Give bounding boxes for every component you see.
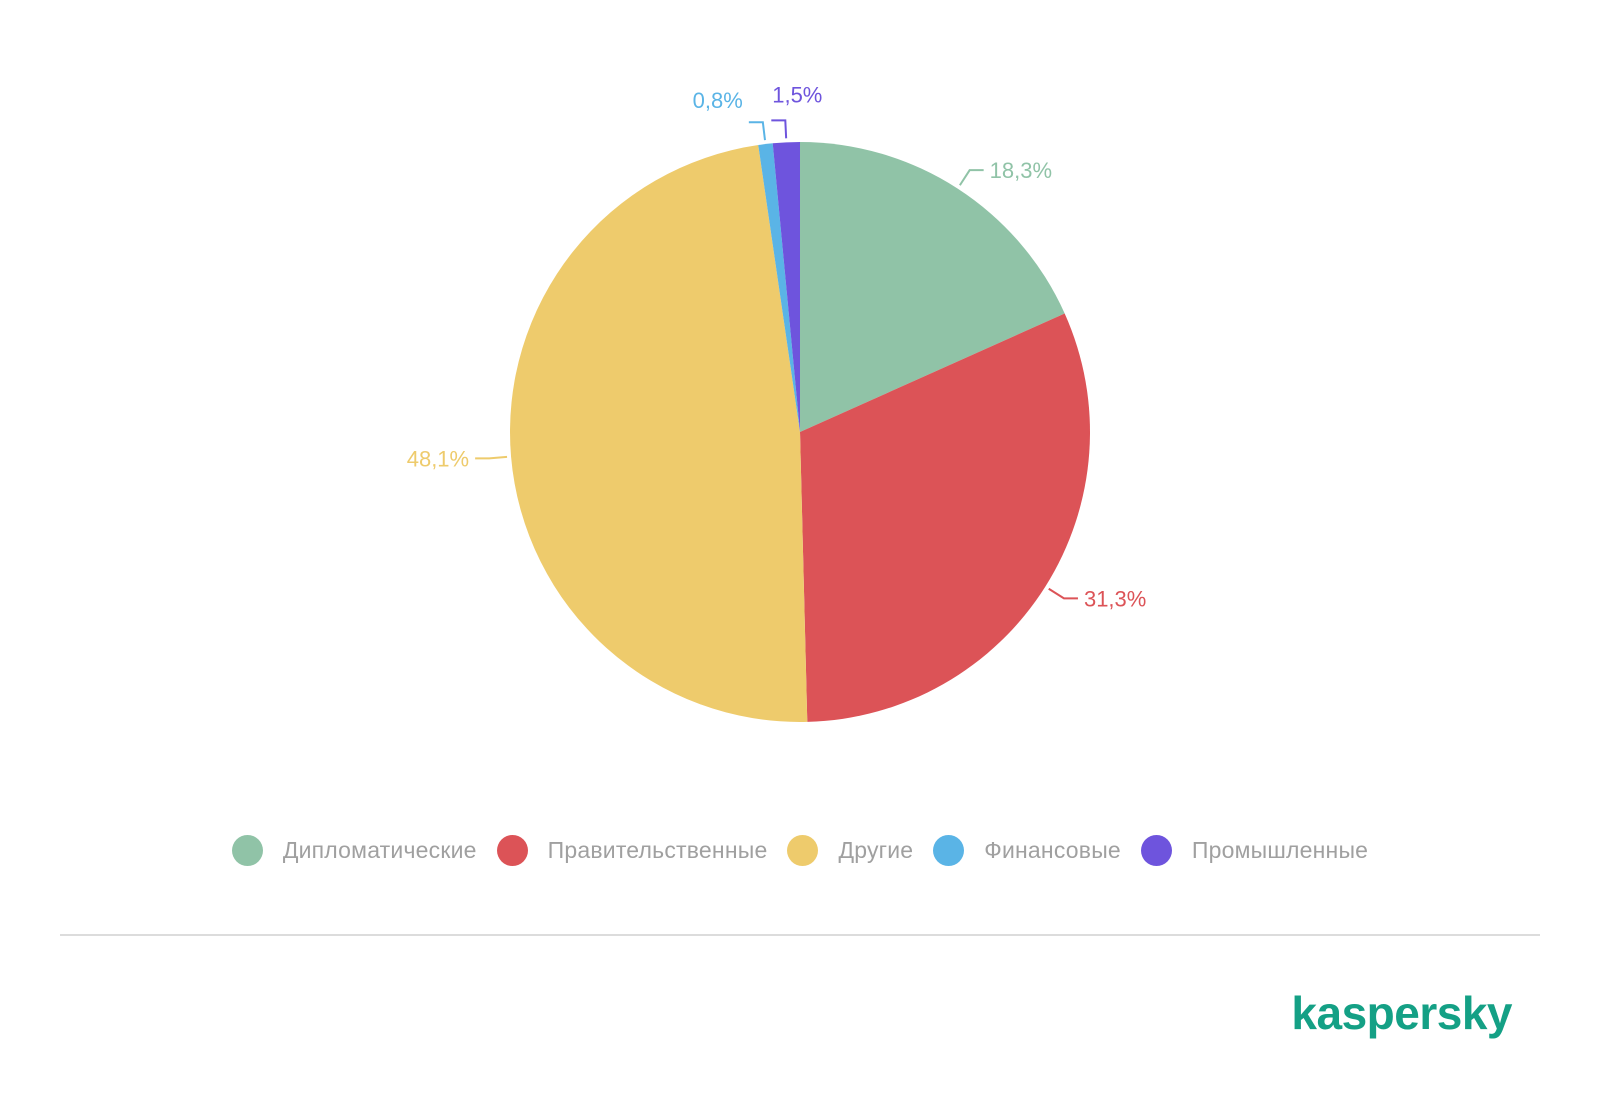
pie-slice-2 — [800, 313, 1090, 722]
pie-slice-4 — [758, 143, 800, 432]
legend-dot-icon — [231, 834, 263, 866]
pie-chart: 18,3% 31,3% 48,1% 0,8% 1,5% — [407, 82, 1146, 722]
leader-line-1 — [959, 169, 984, 186]
legend-label: Дипломатические — [282, 836, 477, 863]
pie-slice-1 — [800, 142, 1065, 432]
legend-item-3: Другие — [787, 834, 914, 866]
legend-label: Правительственные — [547, 836, 768, 863]
slice-label-2: 31,3% — [1084, 586, 1146, 611]
leader-line-4 — [748, 121, 766, 141]
pie-slice-3 — [509, 145, 808, 722]
legend-item-1: Дипломатические — [231, 834, 477, 866]
legend-dot-icon — [1140, 834, 1172, 866]
slice-label-5: 1,5% — [772, 82, 822, 107]
kaspersky-logo: kaspersky — [1291, 987, 1512, 1039]
legend-label: Финансовые — [984, 836, 1121, 863]
leader-line-5 — [771, 119, 788, 139]
slice-label-1: 18,3% — [990, 158, 1052, 183]
legend-item-4: Финансовые — [933, 834, 1121, 866]
legend-dot-icon — [787, 834, 819, 866]
legend-dot-icon — [496, 834, 528, 866]
legend-item-2: Правительственные — [496, 834, 768, 866]
legend: Дипломатические Правительственные Другие Фи… — [0, 830, 1600, 870]
legend-label: Промышленные — [1191, 836, 1369, 863]
divider — [60, 934, 1540, 936]
slice-label-4: 0,8% — [693, 88, 743, 113]
pie-slice-5 — [772, 142, 800, 432]
legend-label: Другие — [838, 836, 914, 863]
leader-line-2 — [1048, 587, 1078, 600]
legend-item-5: Промышленные — [1140, 834, 1369, 866]
legend-dot-icon — [933, 834, 965, 866]
leader-line-3 — [475, 455, 508, 460]
slice-label-3: 48,1% — [407, 446, 469, 471]
